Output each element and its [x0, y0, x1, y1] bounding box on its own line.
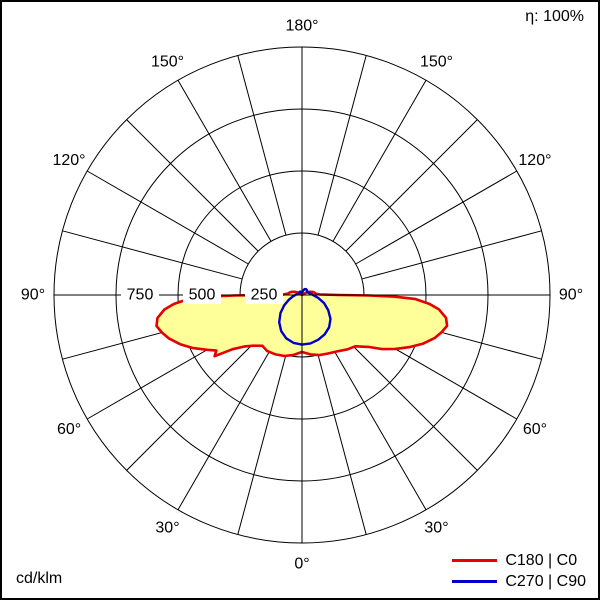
grid-radial-line	[317, 55, 367, 236]
tick-label-bg	[245, 286, 283, 304]
grid-radial-line	[62, 230, 243, 280]
radial-tick-label: 750	[127, 287, 154, 304]
grid-radial-line	[237, 55, 287, 236]
angle-label: 90°	[21, 287, 45, 304]
legend-label-c180-c0: C180 | C0	[505, 551, 578, 569]
legend-item-c180-c0: C180 | C0	[452, 550, 586, 571]
grid-radial-line	[332, 348, 427, 511]
legend-line-blue	[452, 580, 498, 583]
angle-label: 180°	[285, 18, 318, 35]
grid-radial-line	[345, 338, 478, 471]
radial-tick-label: 250	[251, 287, 278, 304]
grid-radial-line	[86, 170, 249, 265]
angle-label: 60°	[523, 421, 547, 438]
legend-item-c270-c90: C270 | C90	[452, 571, 586, 592]
unit-label: cd/klm	[16, 570, 63, 587]
tick-label-bg	[183, 286, 221, 304]
grid-radial-line	[177, 79, 272, 242]
angle-label: 0°	[294, 556, 309, 573]
legend-line-red	[452, 559, 498, 562]
angle-label: 60°	[57, 421, 81, 438]
angle-label: 150°	[151, 54, 184, 71]
grid-radial-line	[317, 354, 367, 535]
legend-label-c270-c90: C270 | C90	[505, 572, 586, 590]
grid-radial-line	[126, 338, 259, 471]
tick-label-bg	[121, 286, 159, 304]
grid-radial-line	[332, 79, 427, 242]
legend: C180 | C0 C270 | C90	[452, 550, 586, 592]
angle-label: 30°	[424, 519, 448, 536]
efficiency-label: η: 100%	[525, 8, 584, 25]
angle-label: 120°	[518, 152, 551, 169]
angle-label: 90°	[559, 287, 583, 304]
grid-radial-line	[126, 119, 259, 252]
angle-label: 30°	[155, 519, 179, 536]
angle-label: 150°	[420, 54, 453, 71]
radial-tick-label: 500	[189, 287, 216, 304]
grid-radial-line	[237, 354, 287, 535]
grid-radial-line	[361, 230, 542, 280]
angle-label: 120°	[52, 152, 85, 169]
grid-radial-line	[345, 119, 478, 252]
grid-radial-line	[355, 170, 518, 265]
grid-radial-line	[177, 348, 272, 511]
